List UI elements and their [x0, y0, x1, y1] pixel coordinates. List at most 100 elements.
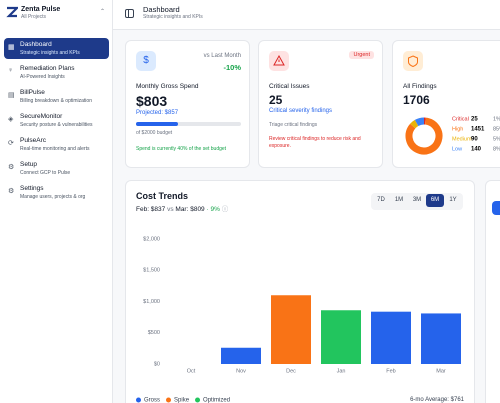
findings-link[interactable]: Critical severity findings — [269, 108, 333, 114]
page-subtitle: Strategic insights and KPIs — [143, 14, 203, 20]
brand-name: Zenta Pulse — [21, 6, 61, 13]
range-button[interactable]: 1Y — [449, 197, 457, 203]
bar — [221, 347, 261, 364]
y-tick-label: $500 — [148, 330, 160, 336]
page-title: Dashboard — [143, 5, 180, 14]
card-title: Cost Trends — [136, 191, 189, 201]
comparison: Feb: $837 vs Mar: $809 · 9% ⓘ — [136, 203, 228, 213]
from: Feb: $837 — [136, 206, 166, 213]
nav-description: Manage users, projects & org — [20, 194, 86, 200]
header: Dashboard Strategic insights and KPIs — [113, 0, 500, 30]
nav-label: SecureMonitor — [20, 113, 63, 120]
budget-bar — [136, 122, 179, 126]
info-icon[interactable]: ⓘ — [221, 206, 229, 213]
scope[interactable]: All Projects — [21, 14, 47, 20]
bar — [421, 313, 461, 364]
average: 6-mo Average: $761 — [410, 397, 464, 403]
finding-label: Critical — [452, 116, 469, 122]
finding-percent: 8% — [493, 146, 500, 152]
critical-card: Urgent Critical Issues 25 Critical sever… — [258, 40, 383, 168]
range-button[interactable]: 7D — [377, 197, 385, 203]
nav-item[interactable]: ⚙ Settings Manage users, projects & org — [4, 182, 109, 203]
nav-item[interactable]: ▦ Dashboard Strategic insights and KPIs — [4, 38, 109, 59]
nav-icon: ▤ — [8, 92, 15, 99]
cost-trends-card: Cost Trends Feb: $837 vs Mar: $809 · 9% … — [125, 180, 475, 403]
nav-description: Strategic insights and KPIs — [20, 50, 80, 56]
budget-note: Spend is currently 40% of the set budget — [136, 146, 227, 152]
nav-item[interactable]: ⟳ PulseArc Real-time monitoring and alerts — [4, 134, 109, 155]
sidebar: Zenta Pulse All Projects ⌃ ▦ Dashboard Str… — [0, 0, 113, 403]
vs: vs — [167, 206, 174, 213]
nav-description: Billing breakdown & optimization — [20, 98, 92, 104]
scope-toggle[interactable]: ⌃ — [100, 9, 106, 15]
x-tick-label: Jan — [337, 368, 346, 374]
finding-count: 90 — [471, 137, 478, 143]
nav-item[interactable]: ◈ SecureMonitor Security posture & vulnera… — [4, 110, 109, 131]
nav-icon: ⟳ — [8, 140, 14, 147]
critical-count: 25 — [269, 93, 283, 107]
chart: $0 $500 $1,000 $1,500 $2,000 Oct Nov Dec Jan Feb M… — [136, 236, 461, 403]
finding-label: Low — [452, 146, 462, 152]
spend-card: $ vs Last Month -10% Monthly Gross Spend… — [125, 40, 250, 168]
finding-percent: 1% — [493, 116, 500, 122]
finding-label: Medium — [452, 136, 472, 142]
nav-icon: ♀ — [8, 67, 14, 74]
badge: Urgent — [349, 51, 374, 59]
x-tick-label: Mar — [436, 368, 446, 374]
legend-swatch — [136, 397, 141, 403]
panel-button[interactable] — [492, 201, 500, 215]
card-title: Monthly Gross Spend — [136, 83, 199, 90]
nav-label: PulseArc — [20, 137, 47, 144]
nav-label: BillPulse — [20, 89, 45, 96]
y-tick-label: $0 — [154, 361, 160, 367]
nav-icon: ⚙ — [8, 188, 15, 195]
legend-label: Spike — [174, 398, 190, 403]
budget: of $2000 budget — [136, 130, 173, 136]
legend-swatch — [166, 397, 172, 403]
finding-percent: 5% — [493, 136, 500, 142]
spend-value: $803 — [136, 93, 168, 109]
nav-icon: ◈ — [8, 116, 14, 123]
nav-description: Connect GCP to Pulse — [20, 170, 71, 176]
range-button[interactable]: 1M — [394, 197, 404, 203]
x-tick-label: Dec — [286, 368, 296, 374]
y-tick-label: $1,000 — [143, 299, 160, 305]
nav-description: Real-time monitoring and alerts — [20, 146, 90, 152]
range-button[interactable]: 3M — [412, 197, 422, 203]
sidebar-toggle[interactable] — [125, 9, 134, 18]
nav-item[interactable]: ⚙ Setup Connect GCP to Pulse — [4, 158, 109, 179]
donut-segment — [405, 117, 443, 155]
range-button[interactable]: 6M — [426, 194, 444, 207]
x-tick-label: Oct — [187, 368, 196, 374]
alert-icon — [269, 51, 289, 71]
finding-count: 140 — [471, 147, 482, 153]
action: Triage critical findings — [269, 122, 318, 128]
projected: Projected: $857 — [136, 110, 179, 116]
bar — [271, 295, 311, 364]
budget-track — [136, 122, 241, 126]
card-title: Critical Issues — [269, 83, 310, 90]
finding-count: 1451 — [471, 127, 485, 133]
nav-label: Setup — [20, 161, 37, 168]
finding-count: 25 — [471, 117, 478, 123]
finding-percent: 85% — [493, 126, 500, 132]
nav-item[interactable]: ♀ Remediation Plans AI-Powered Insights — [4, 62, 109, 83]
legend-swatch — [195, 397, 201, 403]
nav-label: Remediation Plans — [20, 65, 75, 72]
y-tick-label: $1,500 — [143, 268, 160, 274]
nav-label: Dashboard — [20, 41, 52, 48]
critical-note: Review critical findings to reduce risk … — [269, 136, 361, 149]
change: -10% — [223, 63, 241, 72]
brand-logo — [6, 6, 18, 18]
shield-icon — [403, 51, 423, 71]
nav-item[interactable]: ▤ BillPulse Billing breakdown & optimizati… — [4, 86, 109, 107]
donut-segment — [410, 119, 419, 129]
legend-label: Optimized — [203, 398, 230, 403]
side-panel — [485, 180, 500, 403]
nav-description: Security posture & vulnerabilities — [20, 122, 93, 128]
to: Mar: $809 — [175, 206, 205, 213]
card-title: All Findings — [403, 83, 437, 90]
